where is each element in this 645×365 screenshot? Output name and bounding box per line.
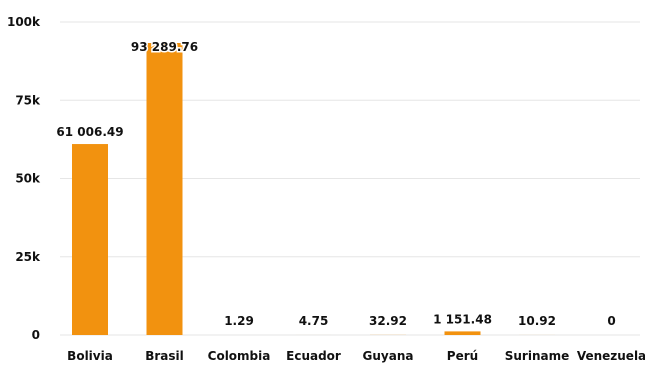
data-label: 1 151.48 bbox=[433, 312, 492, 326]
x-tick-label: Venezuela bbox=[577, 349, 645, 363]
x-tick-label: Brasil bbox=[145, 349, 184, 363]
data-label: 32.92 bbox=[369, 314, 407, 328]
x-axis-labels: Bolivia Brasil Colombia Ecuador Guyana Perú Su… bbox=[67, 349, 645, 363]
x-tick-label: Colombia bbox=[208, 349, 271, 363]
y-tick-label: 0 bbox=[32, 328, 40, 342]
data-labels: 61 006.49 93 289.76 1.29 4.75 32.92 1 151.48 1… bbox=[56, 40, 615, 328]
x-tick-label: Perú bbox=[447, 349, 478, 363]
x-tick-label: Ecuador bbox=[286, 349, 341, 363]
y-tick-label: 75k bbox=[15, 93, 41, 107]
y-tick-label: 100k bbox=[7, 15, 41, 29]
data-label: 10.92 bbox=[518, 314, 556, 328]
y-tick-label: 25k bbox=[15, 250, 41, 264]
x-tick-label: Bolivia bbox=[67, 349, 113, 363]
bars bbox=[72, 43, 555, 335]
data-label: 4.75 bbox=[299, 314, 329, 328]
y-axis-ticks: 0 25k 50k 75k 100k bbox=[7, 15, 41, 342]
bar bbox=[72, 144, 108, 335]
bar bbox=[445, 331, 481, 335]
y-tick-label: 50k bbox=[15, 172, 41, 186]
data-label: 0 bbox=[607, 314, 615, 328]
bar bbox=[147, 43, 183, 335]
data-label: 93 289.76 bbox=[131, 40, 198, 54]
data-label: 61 006.49 bbox=[56, 125, 123, 139]
x-tick-label: Suriname bbox=[505, 349, 570, 363]
x-tick-label: Guyana bbox=[363, 349, 414, 363]
data-label: 1.29 bbox=[224, 314, 254, 328]
